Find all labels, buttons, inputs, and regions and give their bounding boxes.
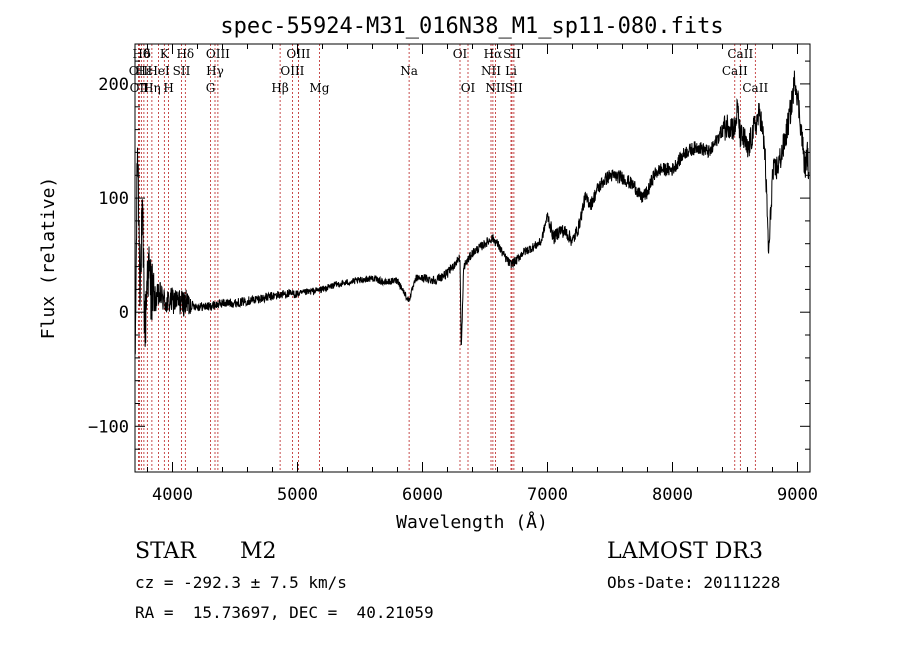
x-tick-label: 5000 — [277, 485, 318, 505]
object-subclass: M2 — [240, 539, 277, 564]
y-tick-label: 100 — [98, 189, 129, 209]
line-label: OIII — [206, 47, 230, 61]
y-tick-label: −100 — [88, 417, 129, 437]
line-label: OIII — [280, 64, 304, 78]
line-label: K — [160, 47, 170, 61]
line-label: OII — [129, 64, 149, 78]
survey-name: LAMOST DR3 — [607, 539, 763, 564]
line-label: Hη — [143, 81, 161, 95]
line-label: δ — [144, 47, 151, 61]
line-label: OI — [461, 81, 476, 95]
plot-frame — [134, 43, 811, 473]
line-label: NII — [485, 81, 505, 95]
line-label: HeI — [147, 64, 170, 78]
line-label: Hβ — [271, 81, 288, 95]
line-label: CaII — [727, 47, 753, 61]
object-class: STAR — [135, 539, 196, 564]
y-tick-label: 0 — [119, 303, 129, 323]
line-label: SII — [503, 47, 521, 61]
spectral-line-labels: OIIOIIHθHεδHηHeIKHSIIHδGHγOIIIHβOIIIOIII… — [129, 47, 769, 95]
line-label: SII — [173, 64, 191, 78]
redshift-readout: cz = -292.3 ± 7.5 km/s — [135, 573, 347, 592]
line-label: Hα — [484, 47, 503, 61]
line-label: Li — [505, 64, 517, 78]
x-tick-label: 7000 — [527, 485, 568, 505]
coordinates-readout: RA = 15.73697, DEC = 40.21059 — [135, 603, 434, 622]
line-label: SII — [505, 81, 523, 95]
x-tick-label: 9000 — [777, 485, 818, 505]
y-axis: −100 0 100 200 — [88, 60, 810, 473]
x-axis-label: Wavelength (Å) — [396, 511, 548, 533]
x-tick-label: 8000 — [652, 485, 693, 505]
line-label: CaII — [722, 64, 748, 78]
line-label: Hε — [136, 64, 153, 78]
line-label: H — [163, 81, 173, 95]
line-label: Hδ — [176, 47, 194, 61]
line-label: OI — [453, 47, 468, 61]
y-axis-label: Flux (relative) — [38, 177, 59, 340]
observation-date: Obs-Date: 20111228 — [607, 573, 781, 592]
line-label: G — [206, 81, 216, 95]
line-label: Hθ — [132, 47, 150, 61]
line-label: NII — [481, 64, 501, 78]
x-tick-label: 4000 — [152, 485, 193, 505]
x-tick-label: 6000 — [402, 485, 443, 505]
spectrum-line — [134, 70, 810, 355]
spectral-line-markers — [138, 44, 756, 472]
line-label: CaII — [742, 81, 768, 95]
x-axis: 4000 5000 6000 7000 8000 9000 — [147, 44, 818, 505]
y-tick-label: 200 — [98, 75, 129, 95]
chart-title: spec-55924-M31_016N38_M1_sp11-080.fits — [220, 14, 723, 39]
line-label: Mg — [309, 81, 329, 95]
line-label: OIII — [286, 47, 310, 61]
line-label: Na — [400, 64, 418, 78]
line-label: Hγ — [206, 64, 224, 78]
